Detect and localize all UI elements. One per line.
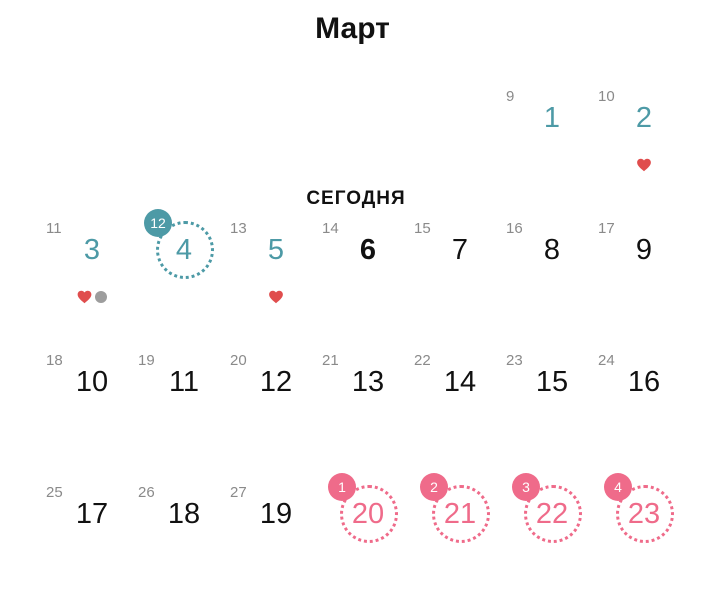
day-cell[interactable]: 22 14: [414, 352, 506, 472]
date-number: 18: [167, 498, 201, 530]
dotted-ring: [616, 485, 674, 543]
day-cell[interactable]: 20 1: [322, 473, 414, 604]
date-number: 21: [443, 498, 477, 530]
day-cell[interactable]: 16 8: [506, 220, 598, 340]
date-number: 17: [75, 498, 109, 530]
day-cell[interactable]: 23 15: [506, 352, 598, 472]
date-number: 15: [535, 366, 569, 398]
cycle-day-number: 15: [414, 220, 431, 237]
day-cell[interactable]: 26 18: [138, 484, 230, 604]
day-cell[interactable]: 10 2: [598, 88, 690, 208]
day-badge: 1: [328, 473, 356, 501]
date-number: 2: [635, 102, 653, 134]
date-number: 16: [627, 366, 661, 398]
cycle-day-number: 20: [230, 352, 247, 369]
day-cell[interactable]: 20 12: [230, 352, 322, 472]
dot-icon: [95, 291, 107, 303]
cycle-day-number: 22: [414, 352, 431, 369]
heart-icon: [269, 290, 283, 304]
cycle-day-number: 19: [138, 352, 155, 369]
day-markers: [77, 290, 107, 304]
day-cell[interactable]: 21 2: [414, 473, 506, 604]
dotted-ring: [156, 221, 214, 279]
date-number: 20: [351, 498, 385, 530]
day-markers: [637, 158, 652, 172]
date-number: 11: [168, 366, 200, 398]
cycle-day-number: 9: [506, 88, 515, 105]
cycle-day-number: 23: [506, 352, 523, 369]
today-label: СЕГОДНЯ: [306, 188, 406, 209]
cycle-day-number: 10: [598, 88, 615, 105]
month-title: Март: [315, 12, 390, 45]
day-cell[interactable]: 19 11: [138, 352, 230, 472]
day-badge: 4: [604, 473, 632, 501]
date-number: 22: [535, 498, 569, 530]
heart-icon: [77, 290, 92, 304]
date-number: 1: [543, 102, 561, 134]
date-number: 5: [267, 234, 285, 266]
heart-icon: [637, 158, 651, 172]
date-number: 4: [175, 234, 193, 266]
date-number: 9: [635, 234, 653, 266]
day-cell[interactable]: 17 9: [598, 220, 690, 340]
day-cell[interactable]: 18 10: [46, 352, 138, 472]
dotted-ring: [432, 485, 490, 543]
date-number: 12: [259, 366, 293, 398]
day-cell[interactable]: 14 6: [322, 220, 414, 340]
day-cell[interactable]: 21 13: [322, 352, 414, 472]
day-cell[interactable]: 4 12: [138, 209, 230, 340]
date-number: 23: [627, 498, 661, 530]
day-cell[interactable]: 11 3: [46, 220, 138, 340]
day-markers: [269, 290, 284, 304]
date-number: 3: [83, 234, 101, 266]
cycle-day-number: 14: [322, 220, 339, 237]
day-badge: 12: [144, 209, 172, 237]
day-badge: 2: [420, 473, 448, 501]
cycle-day-number: 13: [230, 220, 247, 237]
date-number: 14: [443, 366, 477, 398]
date-number: 10: [75, 366, 109, 398]
date-number: 8: [543, 234, 561, 266]
date-number: 6: [359, 234, 377, 266]
cycle-day-number: 16: [506, 220, 523, 237]
day-badge: 3: [512, 473, 540, 501]
cycle-day-number: 26: [138, 484, 155, 501]
cycle-day-number: 27: [230, 484, 247, 501]
day-cell[interactable]: 24 16: [598, 352, 690, 472]
cycle-day-number: 21: [322, 352, 339, 369]
day-cell[interactable]: 22 3: [506, 473, 598, 604]
cycle-day-number: 24: [598, 352, 615, 369]
day-cell[interactable]: 25 17: [46, 484, 138, 604]
week-row: 9 1 10 2: [0, 88, 705, 208]
day-cell[interactable]: 15 7: [414, 220, 506, 340]
week-row: 11 3 4 12 13 5 14 6 15 7 16 8 17 9: [0, 209, 705, 340]
cycle-day-number: 25: [46, 484, 63, 501]
cycle-day-number: 17: [598, 220, 615, 237]
day-cell[interactable]: 13 5: [230, 220, 322, 340]
date-number: 19: [259, 498, 293, 530]
day-cell[interactable]: 23 4: [598, 473, 690, 604]
cycle-day-number: 11: [46, 220, 62, 237]
dotted-ring: [340, 485, 398, 543]
cycle-day-number: 18: [46, 352, 63, 369]
dotted-ring: [524, 485, 582, 543]
day-cell[interactable]: 27 19: [230, 484, 322, 604]
week-row: 18 10 19 11 20 12 21 13 22 14 23 15 24 16: [0, 352, 705, 472]
week-row: 25 17 26 18 27 19 20 1 21 2 22 3 23 4: [0, 473, 705, 604]
date-number: 13: [351, 366, 385, 398]
date-number: 7: [451, 234, 469, 266]
